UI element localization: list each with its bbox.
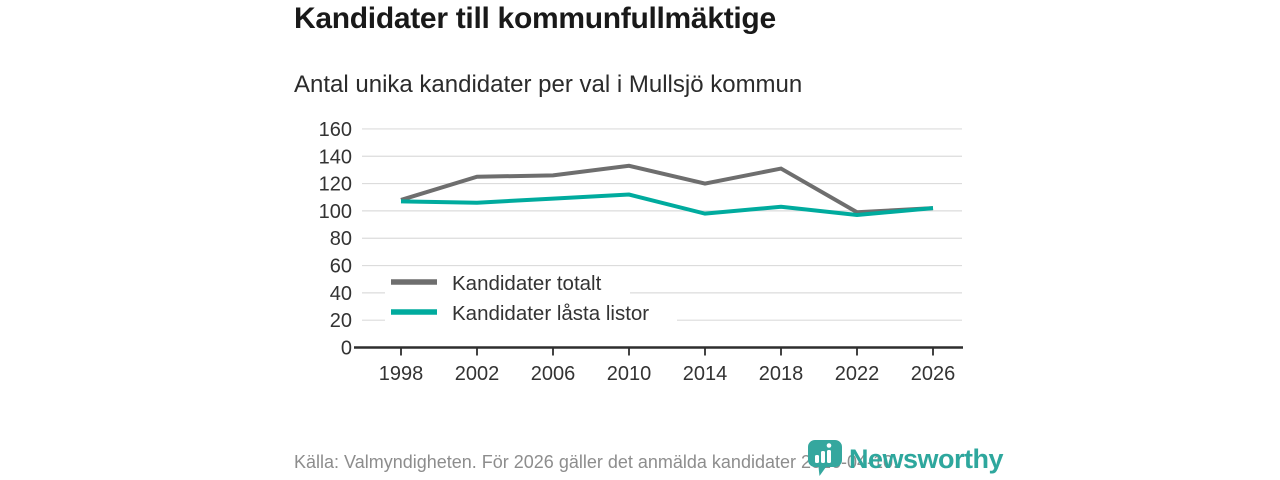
legend-label: Kandidater totalt (452, 272, 602, 295)
x-tick-label: 2010 (607, 363, 652, 385)
chart-subtitle: Antal unika kandidater per val i Mullsjö… (294, 71, 803, 98)
logo-bar-tall (827, 450, 831, 463)
y-tick-label: 20 (330, 310, 352, 332)
y-tick-label: 80 (330, 228, 352, 250)
x-tick-label: 1998 (379, 363, 424, 385)
x-tick-label: 2022 (835, 363, 880, 385)
series-kandidater-l-sta-listor (400, 192, 934, 218)
chart-title: Kandidater till kommunfullmäktige (294, 2, 776, 35)
x-tick-label: 2006 (531, 363, 576, 385)
y-tick-label: 100 (319, 201, 352, 223)
newsworthy-logo: Newsworthy (806, 440, 1004, 478)
y-tick-label: 140 (319, 146, 352, 168)
y-tick-label: 0 (341, 338, 352, 360)
x-tick-label: 2014 (683, 363, 728, 385)
x-tick-label: 2002 (455, 363, 500, 385)
series-kandidater-totalt (400, 163, 934, 215)
newsworthy-wordmark: Newsworthy (849, 444, 1004, 474)
y-axis-labels: 0 20 40 60 80 100 120 140 160 (319, 119, 352, 360)
y-tick-label: 40 (330, 283, 352, 305)
y-tick-label: 160 (319, 119, 352, 141)
x-axis (354, 346, 963, 356)
logo-bar-short (815, 455, 819, 463)
legend-item: Kandidater totalt (385, 268, 630, 296)
x-tick-label: 2026 (911, 363, 956, 385)
y-tick-label: 120 (319, 174, 352, 196)
source-note: Källa: Valmyndigheten. För 2026 gäller d… (294, 452, 899, 472)
newsworthy-logo-icon (808, 440, 842, 476)
legend: Kandidater totalt Kandidater låsta listor (385, 268, 677, 326)
x-tick-label: 2018 (759, 363, 804, 385)
y-tick-label: 60 (330, 256, 352, 278)
legend-label: Kandidater låsta listor (452, 302, 649, 325)
logo-bar-medium (821, 451, 825, 463)
line-chart: 0 20 40 60 80 100 120 140 160 1998 2002 2006 2010 201… (319, 119, 963, 385)
x-axis-labels: 1998 2002 2006 2010 2014 2018 2022 2026 (379, 363, 956, 385)
logo-exclamation-dot (826, 443, 832, 448)
legend-item: Kandidater låsta listor (385, 298, 677, 326)
